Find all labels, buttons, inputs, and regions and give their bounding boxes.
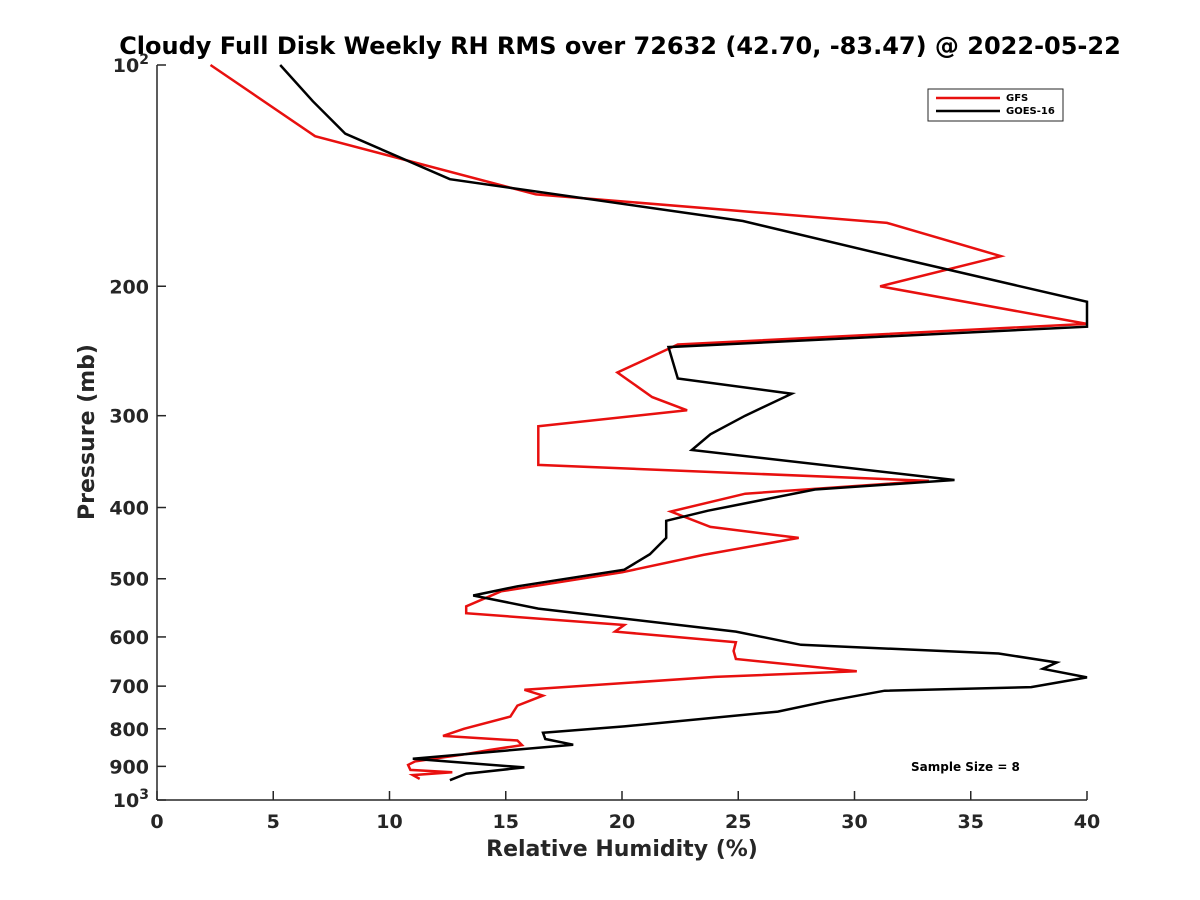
y-tick-label: 700 (109, 676, 149, 698)
legend-box (927, 88, 1064, 122)
x-tick-label: 35 (958, 811, 984, 833)
legend: GFS GOES-16 (927, 88, 1064, 122)
x-tick-label: 30 (841, 811, 867, 833)
y-tick-label: 400 (109, 498, 149, 520)
x-tick-label: 20 (609, 811, 635, 833)
series-line-goes-16 (279, 64, 1089, 782)
x-tick-label: 25 (725, 811, 751, 833)
x-tick-label: 10 (376, 811, 402, 833)
y-tick-label: 600 (109, 627, 149, 649)
y-tick-label: 500 (109, 569, 149, 591)
x-axis-ticks: 0 5 10 15 20 25 30 35 40 (150, 791, 1100, 833)
series-line-gfs (209, 63, 1088, 780)
chart-title: Cloudy Full Disk Weekly RH RMS over 7263… (119, 32, 1121, 60)
plot-area (209, 63, 1089, 782)
y-axis-ticks: 102 200 300 400 500 600 700 800 900 103 (109, 52, 166, 812)
sample-size-annotation: Sample Size = 8 (911, 760, 1020, 774)
y-tick-label: 200 (109, 276, 149, 298)
legend-label-gfs: GFS (1006, 93, 1028, 104)
y-tick-label: 900 (109, 756, 149, 778)
y-tick-label: 300 (109, 406, 149, 428)
x-tick-label: 0 (150, 811, 163, 833)
y-axis-label: Pressure (mb) (75, 344, 100, 520)
y-tick-label: 103 (113, 787, 149, 812)
legend-label-goes16: GOES-16 (1006, 106, 1055, 117)
y-tick-label: 102 (113, 52, 149, 77)
x-tick-label: 5 (267, 811, 280, 833)
x-tick-label: 15 (493, 811, 519, 833)
x-tick-label: 40 (1074, 811, 1100, 833)
x-axis-label: Relative Humidity (%) (486, 837, 758, 862)
y-tick-label: 800 (109, 719, 149, 741)
